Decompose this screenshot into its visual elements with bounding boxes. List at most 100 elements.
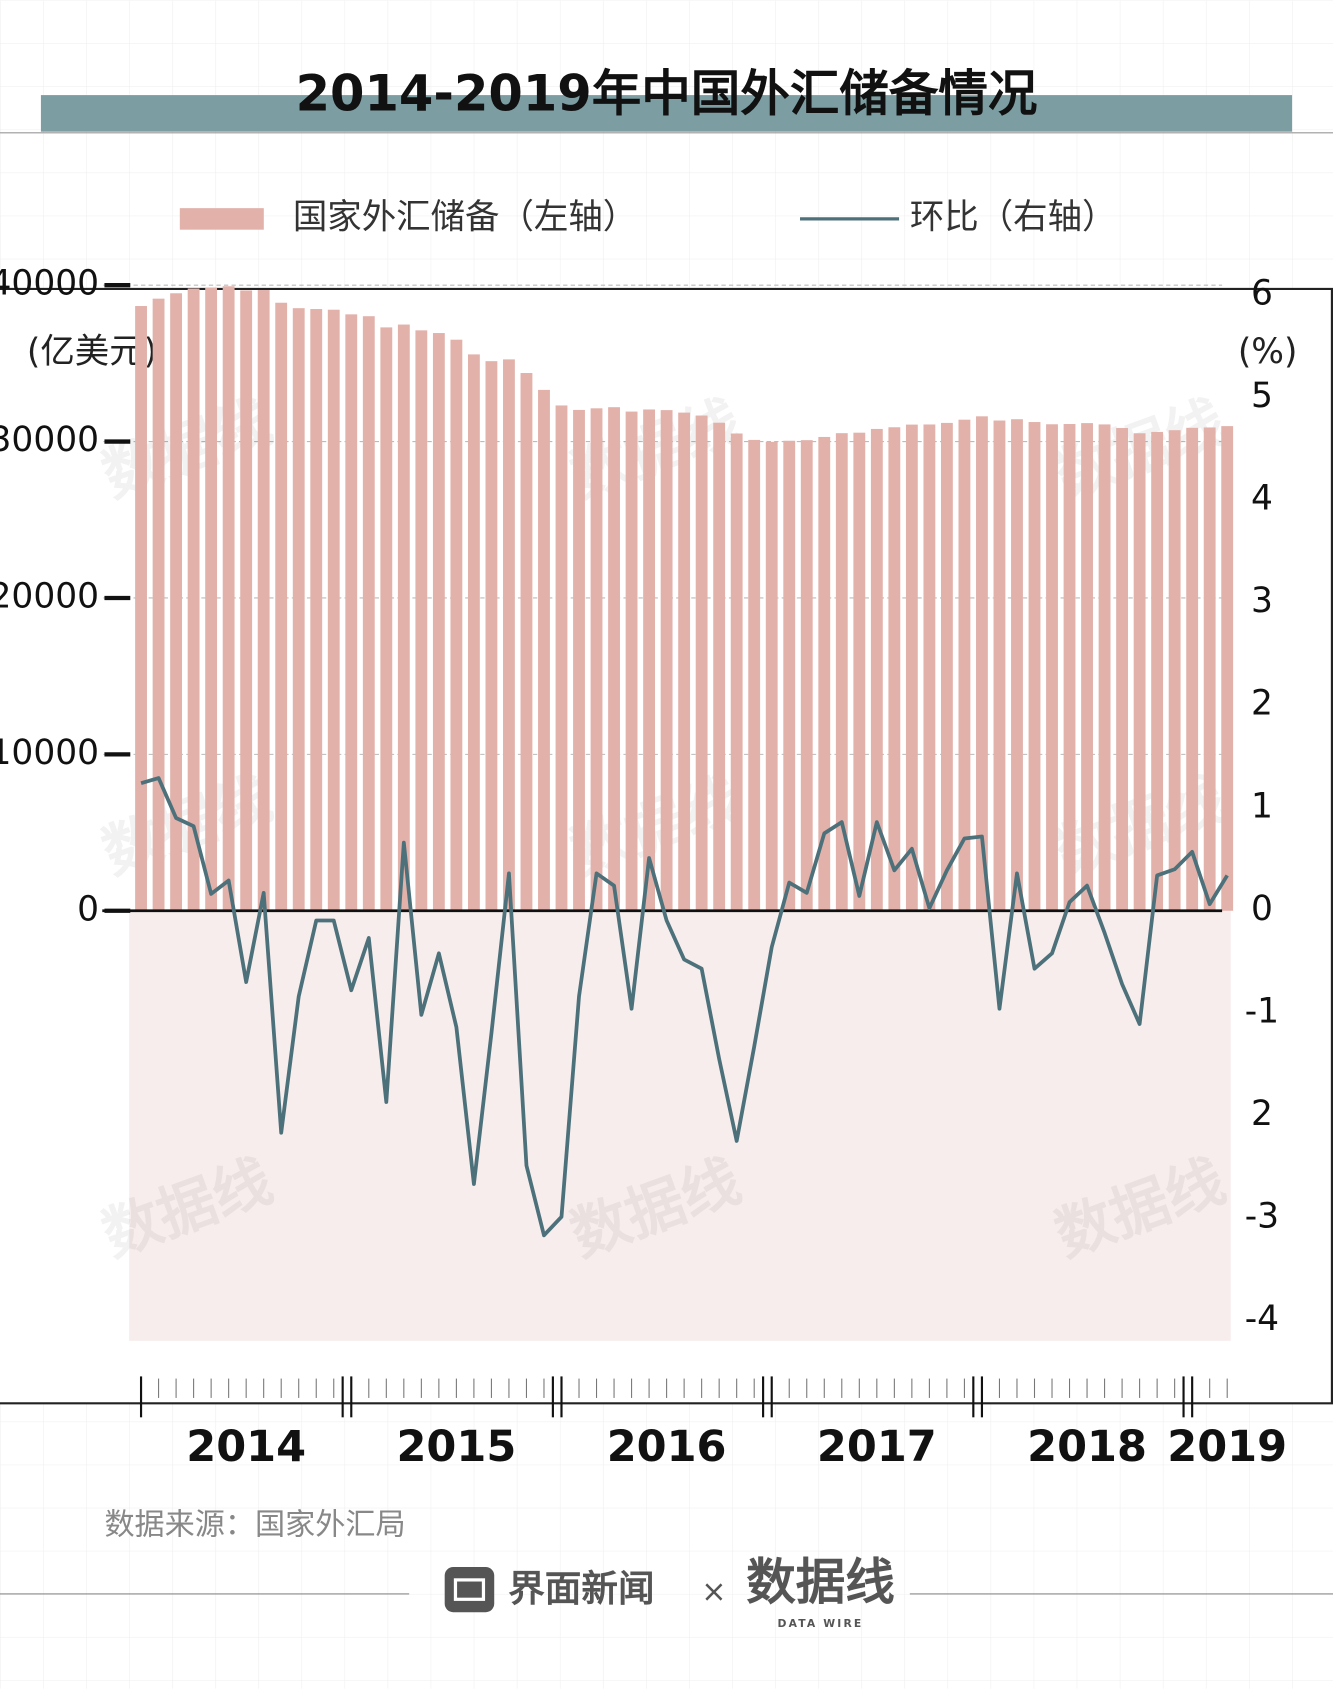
bar [170,293,183,911]
bar [135,306,147,911]
bar [573,409,585,911]
x-tick-label: 2018 [1027,1422,1147,1472]
bar [292,308,305,911]
negative-region [129,910,1231,1341]
bar [993,420,1006,911]
x-tick-label: 2015 [396,1422,516,1472]
bar [538,389,550,911]
bar [923,424,936,911]
y-tick-label: 20000 [0,576,99,616]
y2-tick-label: 2 [1251,1094,1273,1134]
bar [432,333,445,911]
brand-icon [444,1566,495,1613]
bar [1046,424,1058,911]
bar [1028,422,1041,911]
bar [485,361,498,911]
brand-icon-inner [453,1578,486,1601]
y2-tick-label: -4 [1245,1299,1279,1339]
footer-logo-sub: DATA WIRE [778,1617,864,1630]
bar [187,288,200,911]
bar [695,415,708,911]
y2-tick-label: -1 [1245,991,1279,1031]
y2-tick-label: 6 [1251,274,1273,314]
y2-tick-label: 3 [1251,581,1273,621]
bar [783,440,796,911]
bar [940,422,953,911]
bar [800,440,813,911]
bar [222,286,235,911]
bar [555,405,568,911]
bar [1186,427,1199,911]
line [140,776,1229,1238]
x-tick-label: 2014 [186,1422,306,1472]
bar [1133,433,1146,911]
y2-tick-label: 4 [1251,479,1273,519]
bar [362,316,375,911]
y-tick-label: 10000 [0,733,99,773]
legend-label: 国家外汇储备（左轴） [293,197,637,237]
bar [1063,424,1076,911]
bar [1203,427,1216,911]
footer-separator: × [701,1574,726,1609]
bar [380,327,393,911]
bar [888,427,901,911]
y-tick-label: 40000 [0,264,99,304]
bar [608,407,620,911]
bar [713,422,726,911]
y2-tick-label: -3 [1245,1196,1279,1236]
bar [835,433,848,911]
x-tick-label: 2019 [1167,1422,1287,1472]
bar [327,309,340,911]
bar [275,302,288,911]
bar [152,298,165,911]
footer-logo: 数据线 [746,1553,895,1611]
bar [397,324,410,911]
x-tick-label: 2017 [817,1422,937,1472]
plot-border [0,287,1333,1405]
bar [450,339,463,911]
bar [205,287,218,911]
bar [310,309,323,911]
bar [415,330,428,911]
bar [958,419,971,911]
y2-axis-label: (%) [1238,332,1298,372]
legend-swatch [179,208,264,230]
y2-tick-label: 1 [1251,786,1273,826]
y2-tick-label: 2 [1251,684,1273,724]
bar [660,410,673,911]
bar [520,373,533,911]
bar [240,290,253,911]
bar [1221,426,1234,911]
y2-tick-label: 0 [1251,889,1273,929]
bar [345,314,358,911]
bar [1168,430,1181,911]
bar [467,354,480,911]
bar [818,436,831,911]
title-band [40,95,1293,132]
bar [503,359,515,911]
x-tick-label: 2016 [607,1422,727,1472]
legend-label: 环比（右轴） [910,197,1117,237]
bar [853,432,866,911]
bar [625,411,638,911]
bar [678,412,691,911]
footer-brand: 界面新闻 [508,1567,654,1610]
bar [765,441,778,911]
bar [1151,431,1164,911]
bar [870,428,883,911]
bar [976,416,988,911]
bar [1116,427,1129,911]
bar [730,433,743,911]
bar [1081,423,1093,911]
y2-tick-label: 5 [1251,376,1273,416]
bar [643,409,656,911]
y-tick-label: 0 [77,889,99,929]
y-tick-label: 30000 [0,420,99,460]
bar [590,408,603,911]
bar [905,424,918,911]
source: 数据来源：国家外汇局 [104,1508,405,1543]
bar [748,439,761,911]
bar [257,290,270,911]
chart-title: 2014-2019年中国外汇储备情况 [296,65,1038,123]
